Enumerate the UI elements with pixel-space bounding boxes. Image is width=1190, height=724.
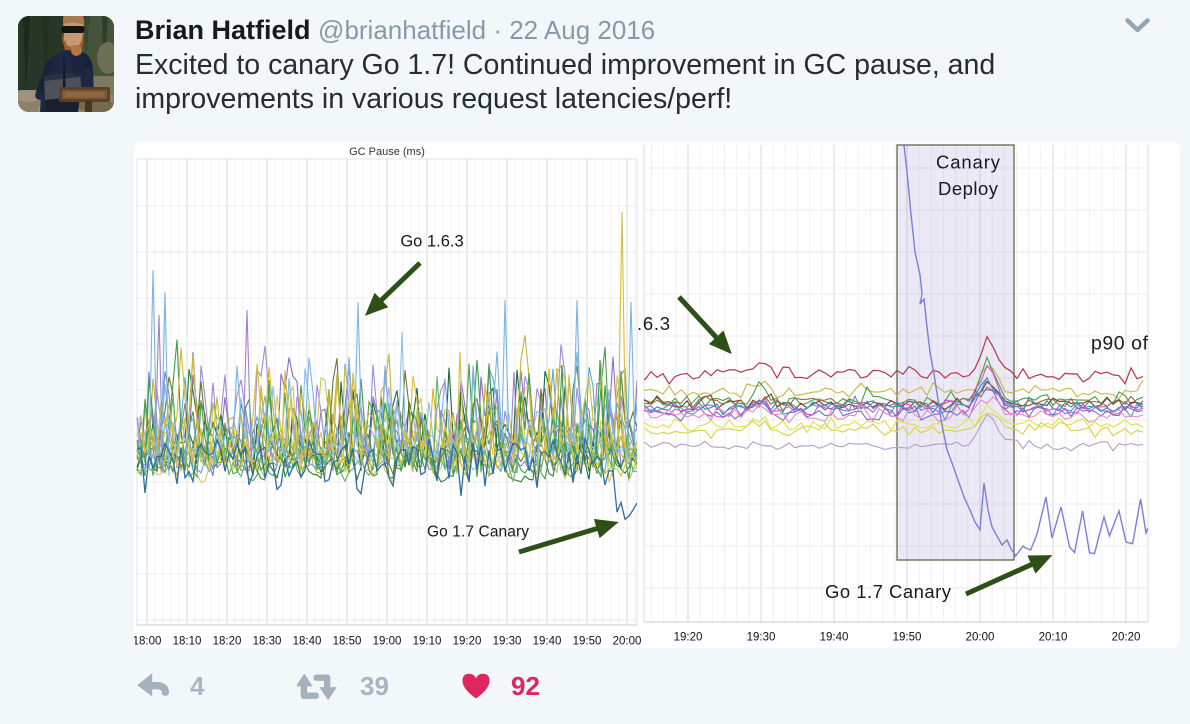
svg-text:19:00: 19:00	[373, 636, 402, 648]
svg-text:Go 1.6.3: Go 1.6.3	[400, 233, 463, 251]
svg-text:18:30: 18:30	[253, 636, 282, 648]
svg-text:Go 1.7 Canary: Go 1.7 Canary	[825, 581, 952, 602]
svg-text:18:50: 18:50	[333, 636, 362, 648]
svg-text:19:40: 19:40	[533, 636, 562, 648]
svg-text:19:30: 19:30	[747, 632, 776, 644]
svg-text:19:20: 19:20	[674, 632, 703, 644]
svg-text:18:40: 18:40	[293, 636, 322, 648]
svg-text:20:20: 20:20	[1112, 632, 1141, 644]
svg-text:18:10: 18:10	[173, 636, 202, 648]
svg-text:.6.3: .6.3	[637, 313, 670, 334]
svg-text:19:20: 19:20	[453, 636, 482, 648]
svg-text:20:10: 20:10	[1039, 632, 1068, 644]
svg-text:19:30: 19:30	[493, 636, 522, 648]
svg-text:19:10: 19:10	[413, 636, 442, 648]
svg-text:20:00: 20:00	[966, 632, 995, 644]
svg-text:19:40: 19:40	[820, 632, 849, 644]
svg-text:Deploy: Deploy	[938, 178, 999, 199]
svg-text:GC Pause (ms): GC Pause (ms)	[349, 146, 425, 158]
svg-text:p90 of: p90 of	[1091, 333, 1149, 355]
svg-text:Canary: Canary	[936, 152, 1001, 173]
svg-text:Go 1.7 Canary: Go 1.7 Canary	[427, 524, 529, 541]
svg-text:20:00: 20:00	[613, 636, 642, 648]
svg-text:18:00: 18:00	[134, 636, 161, 648]
svg-text:19:50: 19:50	[893, 632, 922, 644]
svg-text:18:20: 18:20	[213, 636, 242, 648]
svg-text:19:50: 19:50	[573, 636, 602, 648]
